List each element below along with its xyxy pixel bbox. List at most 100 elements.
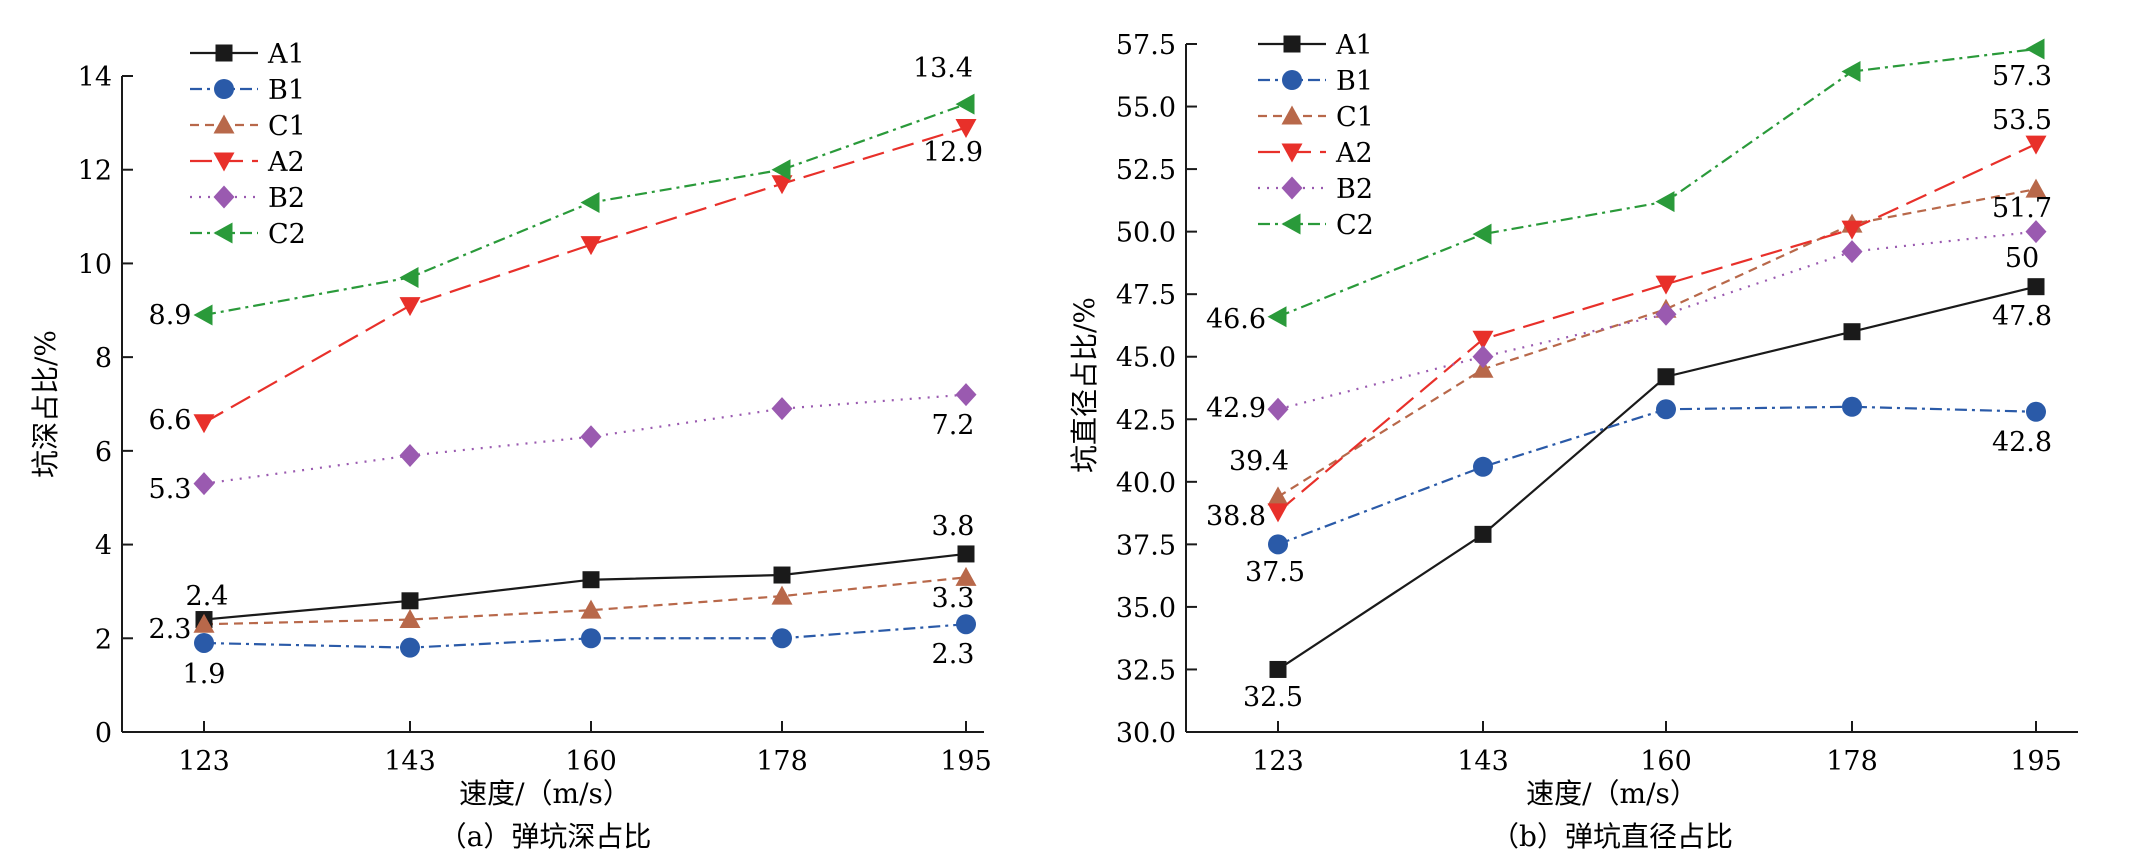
legend-label-b2: B2 [1336,174,1373,205]
data-point-b2 [1267,397,1289,421]
data-point-c2 [955,93,975,115]
legend-label-b1: B1 [268,75,305,106]
legend-label-c2: C2 [268,219,306,250]
panel-a: 0 2 4 6 8 10 12 14 123 143 160 178 195 2.4 2.3 1.9 … [29,39,992,853]
data-point-c1 [771,585,793,605]
series-line-c2 [203,103,967,317]
y-tick-label: 47.5 [1116,280,1176,311]
data-point-a1 [1269,660,1287,678]
legend-marker-b1 [214,79,234,99]
x-tick-label: 195 [940,746,992,777]
x-tick-label: 143 [384,746,436,777]
y-tick-label: 6 [95,437,112,468]
x-tick-label: 178 [1826,746,1878,777]
legend-marker-b2 [213,185,235,209]
series-line-a2 [1277,143,2037,513]
legend-marker-b2 [1281,176,1303,200]
x-tick-label: 160 [1640,746,1692,777]
caption: （a）弹坑深占比 [439,820,652,853]
data-point-a2 [955,119,977,139]
x-tick-label: 123 [178,746,230,777]
data-label: 42.9 [1206,393,1266,424]
data-point-b1 [400,637,420,658]
data-label: 39.4 [1229,446,1289,477]
data-label: 50 [2005,243,2039,274]
legend-label-c2: C2 [1336,210,1374,241]
data-point-b1 [194,632,214,653]
series-markers [1267,38,2047,678]
legend-label-b2: B2 [268,183,305,214]
legend-label-a1: A1 [1335,30,1373,61]
data-point-b1 [772,628,792,649]
data-point-c2 [1655,191,1675,213]
data-point-b2 [771,397,793,421]
y-tick-label: 14 [78,62,112,93]
series-lines [1277,47,2037,671]
y-tick-label: 50.0 [1116,218,1176,249]
data-point-c2 [399,266,419,288]
data-point-c1 [955,566,977,586]
series-line-a1 [1277,285,2037,671]
data-point-a1 [401,592,419,610]
data-point-c2 [2025,38,2045,60]
data-point-b2 [193,472,215,496]
data-label: 2.4 [186,581,229,612]
data-point-c1 [193,613,215,633]
data-point-b1 [956,614,976,635]
y-tick-label: 12 [78,156,112,187]
legend: A1 B1 C1 A2 B2 C2 [1258,30,1374,241]
data-point-b2 [1841,240,1863,264]
data-point-b1 [1473,456,1493,477]
legend-marker-c2 [1281,213,1301,235]
data-point-b1 [1656,399,1676,420]
data-point-a1 [2027,278,2045,296]
y-tick-label: 57.5 [1116,30,1176,61]
y-ticks: 0 2 4 6 8 10 12 14 [78,62,133,749]
y-tick-label: 30.0 [1116,718,1176,749]
plot-frame [1185,44,2078,733]
series-markers [193,93,977,658]
x-ticks: 123 143 160 178 195 [1252,721,2062,777]
y-tick-label: 32.5 [1116,655,1176,686]
data-label: 3.8 [932,511,975,542]
data-label: 12.9 [923,137,983,168]
x-tick-label: 143 [1457,746,1509,777]
data-point-b2 [955,383,977,407]
data-label: 7.2 [932,410,975,441]
data-point-c2 [1841,61,1861,83]
legend-label-a1: A1 [267,39,305,70]
legend: A1 B1 C1 A2 B2 C2 [190,39,306,250]
data-label: 47.8 [1992,301,2052,332]
data-label: 53.5 [1992,105,2052,136]
data-point-c1 [1267,486,1289,506]
y-tick-label: 55.0 [1116,93,1176,124]
data-point-a1 [1474,525,1492,543]
plot-frame [121,76,984,733]
data-point-b2 [399,444,421,468]
y-tick-label: 10 [78,249,112,280]
data-label: 37.5 [1245,557,1305,588]
legend-marker-b1 [1282,70,1302,90]
legend-marker-c1 [213,114,235,134]
x-tick-label: 195 [2010,746,2062,777]
data-point-a2 [771,175,793,195]
data-point-a1 [1843,323,1861,341]
x-axis-label: 速度/（m/s） [1526,777,1698,810]
legend-marker-a1 [215,44,233,62]
data-labels: 2.4 2.3 1.9 5.3 6.6 8.9 3.8 3.3 2.3 7.2 … [149,53,984,690]
legend-label-c1: C1 [268,111,306,142]
data-point-a2 [580,236,602,256]
data-label: 42.8 [1992,427,2052,458]
series-line-a2 [203,126,967,424]
data-label: 51.7 [1992,193,2052,224]
x-tick-label: 178 [756,746,808,777]
y-ticks: 30.0 32.5 35.0 37.5 40.0 42.5 45.0 47.5 50.0 52.5… [1116,30,1197,749]
data-point-c2 [1472,223,1492,245]
data-point-a2 [193,414,215,434]
legend-label-a2: A2 [267,147,305,178]
x-axis-label: 速度/（m/s） [459,777,631,810]
data-point-a1 [1657,368,1675,386]
data-point-b1 [1268,534,1288,555]
data-point-b1 [581,628,601,649]
data-point-c1 [580,599,602,619]
